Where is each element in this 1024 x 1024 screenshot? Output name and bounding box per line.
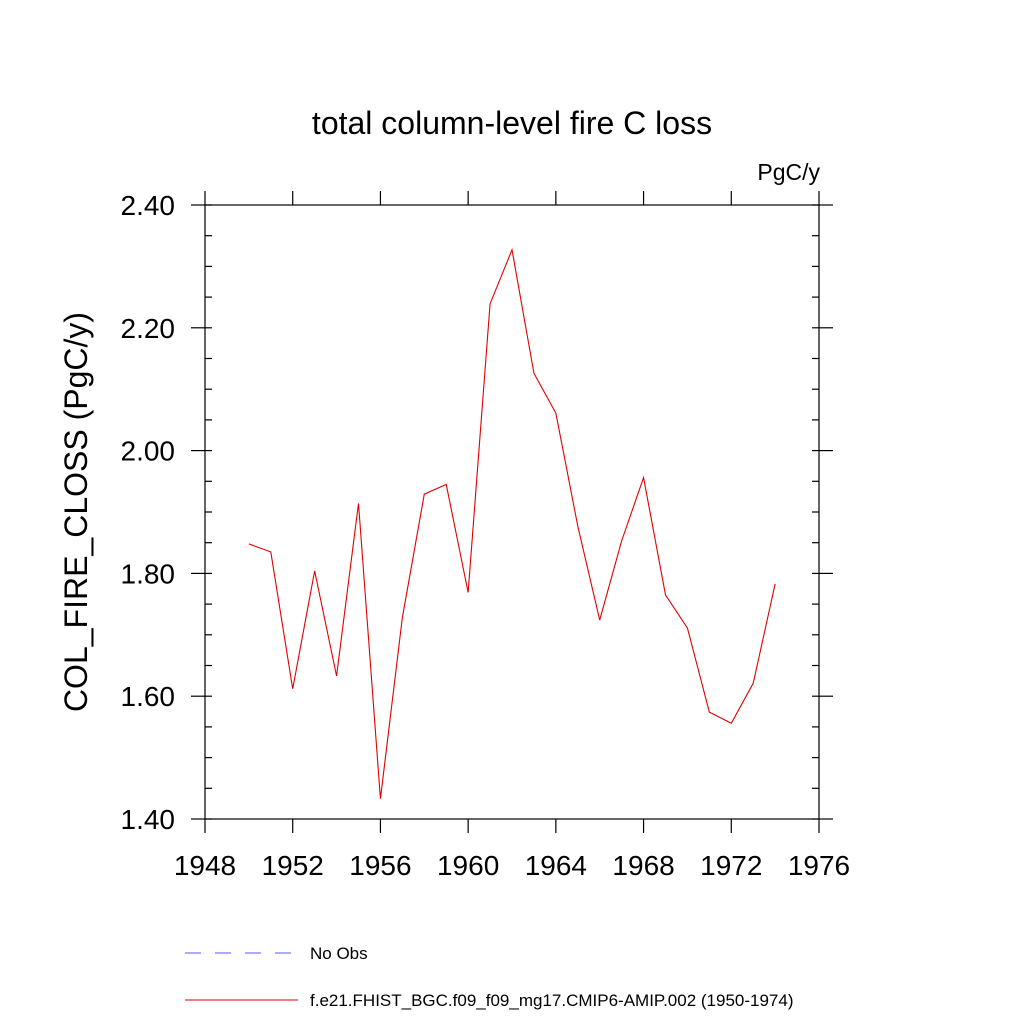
legend-label-no-obs: No Obs [310, 944, 368, 963]
chart-title: total column-level fire C loss [312, 105, 712, 141]
x-tick-label: 1948 [174, 850, 236, 881]
y-tick-label: 2.00 [121, 436, 176, 467]
legend: No Obs f.e21.FHIST_BGC.f09_f09_mg17.CMIP… [185, 944, 794, 1010]
series-line-0 [248, 247, 776, 799]
y-tick-label: 2.40 [121, 190, 176, 221]
x-tick-label: 1964 [525, 850, 587, 881]
x-tick-label: 1960 [437, 850, 499, 881]
y-tick-label: 1.40 [121, 804, 176, 835]
y-tick-label: 2.20 [121, 313, 176, 344]
x-tick-label: 1952 [262, 850, 324, 881]
x-tick-label: 1956 [349, 850, 411, 881]
x-tick-label: 1976 [788, 850, 850, 881]
y-tick-label: 1.60 [121, 681, 176, 712]
axis-ticks [191, 191, 833, 833]
y-axis-label: COL_FIRE_CLOSS (PgC/y) [58, 312, 94, 712]
plot-area [204, 204, 820, 820]
y-tick-label: 1.80 [121, 558, 176, 589]
series-layer [248, 247, 776, 799]
x-axis-tick-labels: 1948 1952 1956 1960 1964 1968 1972 1976 [174, 850, 850, 881]
x-tick-label: 1968 [612, 850, 674, 881]
units-label: PgC/y [757, 159, 820, 185]
x-tick-label: 1972 [700, 850, 762, 881]
y-axis-tick-labels: 1.40 1.60 1.80 2.00 2.20 2.40 [121, 190, 176, 835]
legend-label-model-run: f.e21.FHIST_BGC.f09_f09_mg17.CMIP6-AMIP.… [310, 991, 794, 1010]
